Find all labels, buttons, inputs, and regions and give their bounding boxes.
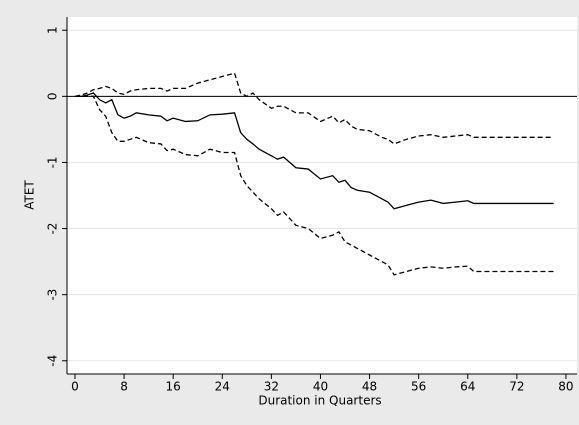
series-line: [74, 92, 554, 210]
series-line: [74, 72, 554, 145]
x-tick-label: 16: [166, 380, 181, 394]
x-tick-label: 40: [313, 380, 328, 394]
y-tick-label: 0: [46, 93, 60, 101]
y-tick-label: -4: [46, 355, 60, 367]
x-tick-label: 32: [264, 380, 279, 394]
x-axis-label: Duration in Quarters: [258, 394, 381, 408]
x-tick-label: 56: [411, 380, 426, 394]
y-tick-label: -1: [46, 156, 60, 168]
y-axis-label: ATET: [23, 180, 37, 210]
x-tick-label: 8: [120, 380, 128, 394]
y-tick-label: -2: [46, 223, 60, 235]
x-tick-label: 80: [558, 380, 573, 394]
x-tick-label: 64: [460, 380, 475, 394]
x-tick-label: 48: [362, 380, 377, 394]
x-tick-label: 0: [71, 380, 79, 394]
x-tick-label: 72: [509, 380, 524, 394]
series-line: [74, 95, 554, 276]
y-tick-label: -3: [46, 289, 60, 301]
x-tick-label: 24: [215, 380, 230, 394]
y-tick-label: 1: [46, 26, 60, 34]
plot-area: [67, 17, 577, 374]
